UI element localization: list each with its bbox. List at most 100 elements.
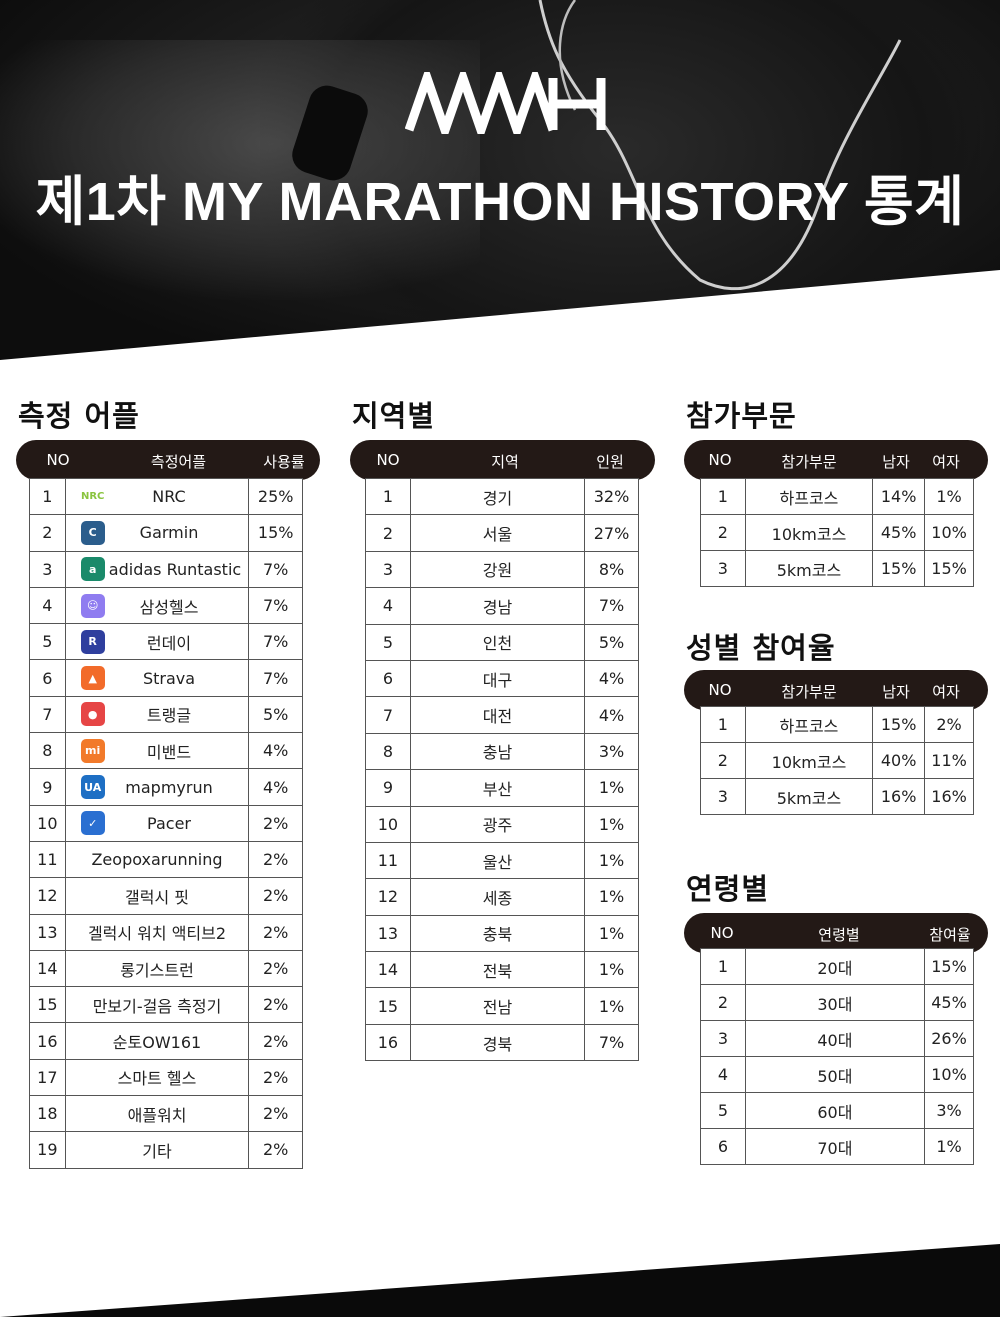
- region-rate: 4%: [584, 659, 639, 698]
- row-number: 3: [365, 550, 411, 589]
- row-number: 13: [365, 914, 411, 953]
- row-number: 3: [700, 550, 746, 587]
- row-number: 2: [700, 514, 746, 551]
- gender-header-no: NO: [708, 681, 732, 699]
- age-group: 50대: [744, 1056, 926, 1093]
- row-number: 4: [365, 587, 411, 625]
- region-rate: 8%: [584, 550, 639, 589]
- regions-header-no: NO: [376, 451, 400, 469]
- app-label: 런데이: [146, 633, 192, 653]
- app-name: 애플워치: [64, 1095, 250, 1133]
- region-rate: 3%: [584, 732, 639, 771]
- age-group: 70대: [744, 1128, 926, 1165]
- app-name: 순토OW161: [64, 1022, 250, 1060]
- divisions-section-title: 참가부문: [686, 399, 797, 433]
- app-name: mi 미밴드: [64, 732, 250, 770]
- male-rate: 15%: [872, 550, 926, 587]
- table-row: 16 경북 7%: [365, 1023, 639, 1062]
- app-label: 미밴드: [146, 742, 192, 762]
- app-label: Pacer: [147, 813, 191, 833]
- row-number: 2: [365, 514, 411, 552]
- region-rate: 32%: [584, 477, 639, 516]
- app-name: ▲ Strava: [64, 659, 250, 697]
- region-name: 강원: [409, 550, 586, 589]
- row-number: 6: [700, 1128, 746, 1165]
- row-number: 1: [700, 948, 746, 985]
- samsung-health-icon: ☺: [80, 593, 105, 618]
- region-rate: 1%: [584, 914, 639, 953]
- divisions-header-no: NO: [708, 451, 732, 469]
- usage-rate: 15%: [248, 514, 303, 552]
- region-name: 부산: [409, 769, 586, 807]
- table-row: 2 10km코스 45% 10%: [700, 514, 974, 551]
- row-number: 9: [29, 768, 66, 806]
- table-row: 2 서울 27%: [365, 514, 639, 552]
- row-number: 15: [365, 987, 411, 1025]
- row-number: 6: [365, 659, 411, 698]
- female-rate: 2%: [924, 706, 974, 743]
- usage-rate: 2%: [248, 804, 303, 842]
- app-name: a adidas Runtastic: [64, 550, 250, 588]
- division-name: 하프코스: [744, 706, 874, 743]
- row-number: 19: [29, 1131, 66, 1169]
- gender-table-header: NO 참가부문 남자 여자: [684, 670, 988, 710]
- ages-table: 1 20대 15% 2 30대 45% 3 40대 26% 4 50대 10% 5 60대 3% 6 70대 1%: [700, 948, 974, 1165]
- app-name: ☺ 삼성헬스: [64, 586, 250, 625]
- table-row: 12 갤럭시 핏 2%: [29, 877, 303, 915]
- row-number: 12: [365, 878, 411, 916]
- table-row: 3 강원 8%: [365, 550, 639, 589]
- hero-banner: [0, 0, 1000, 360]
- app-name: 스마트 헬스: [64, 1058, 250, 1097]
- usage-rate: 7%: [248, 659, 303, 697]
- usage-rate: 2%: [248, 1022, 303, 1060]
- table-row: 8 mi 미밴드 4%: [29, 732, 303, 770]
- table-row: 3 40대 26%: [700, 1020, 974, 1057]
- usage-rate: 5%: [248, 695, 303, 734]
- table-row: 4 ☺ 삼성헬스 7%: [29, 586, 303, 625]
- table-row: 17 스마트 헬스 2%: [29, 1058, 303, 1097]
- table-row: 5 R 런데이 7%: [29, 623, 303, 661]
- row-number: 2: [29, 514, 66, 552]
- table-row: 3 5km코스 16% 16%: [700, 778, 974, 815]
- apps-header-rate: 사용률: [263, 453, 305, 471]
- apps-section-title: 측정 어플: [18, 399, 140, 433]
- app-label: 트랭글: [146, 706, 192, 726]
- app-name: ✓ Pacer: [64, 804, 250, 842]
- table-row: 3 a adidas Runtastic 7%: [29, 550, 303, 588]
- region-rate: 7%: [584, 587, 639, 625]
- row-number: 10: [29, 804, 66, 842]
- table-row: 6 ▲ Strava 7%: [29, 659, 303, 697]
- row-number: 5: [700, 1092, 746, 1129]
- usage-rate: 25%: [248, 477, 303, 516]
- app-name: Zeopoxarunning: [64, 840, 250, 879]
- usage-rate: 2%: [248, 949, 303, 988]
- app-name: 기타: [64, 1131, 250, 1169]
- runday-icon: R: [80, 629, 105, 654]
- table-row: 2 10km코스 40% 11%: [700, 742, 974, 779]
- participation-rate: 1%: [924, 1128, 974, 1165]
- gender-header-male: 남자: [882, 683, 910, 701]
- region-name: 전북: [409, 951, 586, 989]
- app-name: UA mapmyrun: [64, 768, 250, 806]
- table-row: 8 충남 3%: [365, 732, 639, 771]
- row-number: 14: [365, 951, 411, 989]
- nike-icon: NRC: [80, 484, 105, 509]
- table-row: 18 애플워치 2%: [29, 1095, 303, 1133]
- participation-rate: 10%: [924, 1056, 974, 1093]
- row-number: 7: [29, 695, 66, 734]
- app-label: 삼성헬스: [139, 597, 199, 617]
- table-row: 9 부산 1%: [365, 769, 639, 807]
- region-name: 충북: [409, 914, 586, 953]
- page-title: 제1차 MY MARATHON HISTORY 통계: [35, 172, 965, 232]
- row-number: 10: [365, 805, 411, 843]
- row-number: 1: [700, 706, 746, 743]
- table-row: 11 울산 1%: [365, 841, 639, 880]
- table-row: 9 UA mapmyrun 4%: [29, 768, 303, 806]
- region-name: 서울: [409, 514, 586, 552]
- region-rate: 5%: [584, 623, 639, 661]
- table-row: 15 전남 1%: [365, 987, 639, 1025]
- row-number: 8: [29, 732, 66, 770]
- row-number: 9: [365, 769, 411, 807]
- row-number: 4: [29, 586, 66, 625]
- table-row: 11 Zeopoxarunning 2%: [29, 840, 303, 879]
